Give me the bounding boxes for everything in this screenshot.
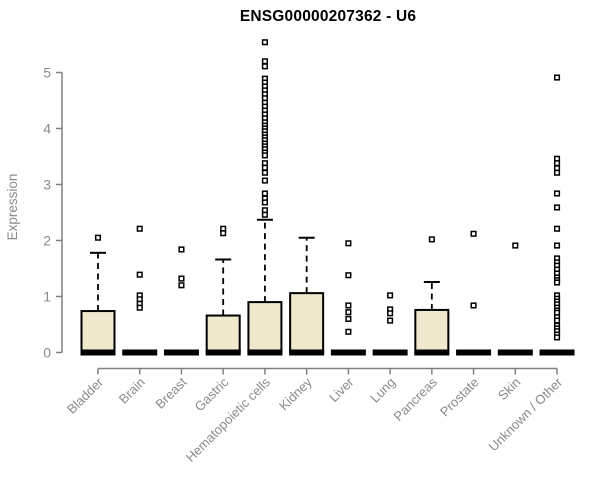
x-category-label-breast: Breast — [152, 374, 189, 411]
outlier-point — [512, 242, 519, 249]
y-tick-label: 3 — [43, 177, 51, 193]
median-bar — [122, 349, 158, 356]
outlier-point — [553, 242, 561, 249]
outlier-point — [428, 236, 435, 243]
outlier-point — [94, 234, 102, 241]
boxplot-kidney — [289, 236, 325, 356]
boxplot-hematopoietic-cells — [247, 39, 283, 356]
outlier-point — [220, 230, 227, 237]
outlier-point — [136, 225, 143, 232]
outlier-point — [553, 204, 561, 211]
outlier-point — [387, 310, 394, 317]
x-category-label-kidney: Kidney — [276, 374, 315, 413]
y-tick-label: 1 — [43, 289, 51, 305]
outlier-point — [345, 302, 352, 309]
x-category-label-bladder: Bladder — [64, 374, 107, 417]
boxplot-gastric — [205, 225, 241, 356]
outlier-point — [178, 246, 185, 253]
median-bar — [456, 349, 492, 356]
boxplot-lung — [372, 292, 408, 356]
boxplot-pancreas — [414, 236, 450, 356]
outlier-point — [553, 74, 561, 81]
outlier-point — [553, 279, 561, 286]
median-bar — [497, 349, 533, 356]
chart-title: ENSG00000207362 - U6 — [239, 8, 417, 25]
x-category-label-pancreas: Pancreas — [391, 374, 441, 424]
boxplot-brain — [122, 225, 158, 356]
outlier-point — [345, 309, 352, 316]
outlier-point — [553, 169, 561, 176]
iqr-box — [205, 314, 241, 354]
outlier-point — [261, 58, 268, 65]
median-bar — [330, 349, 366, 356]
outlier-point — [261, 152, 268, 159]
outlier-point — [553, 317, 561, 324]
median-bar — [372, 349, 408, 356]
boxplot-liver — [330, 240, 366, 356]
outlier-point — [261, 169, 268, 176]
median-bar — [289, 349, 325, 356]
boxplot-prostate — [456, 230, 492, 356]
outlier-point — [136, 271, 143, 278]
iqr-box — [247, 301, 283, 354]
outlier-point — [553, 160, 561, 167]
median-bar — [163, 349, 199, 356]
x-category-label-skin: Skin — [495, 375, 523, 403]
outlier-point — [387, 317, 394, 324]
y-tick-label: 2 — [43, 233, 51, 249]
outlier-point — [261, 63, 268, 70]
boxplot-bladder — [80, 234, 116, 356]
y-tick-label: 0 — [43, 345, 51, 361]
median-bar — [539, 349, 575, 356]
median-bar — [414, 349, 450, 356]
outlier-point — [178, 282, 185, 289]
x-category-label-prostate: Prostate — [437, 375, 482, 420]
boxplot-unknown-other — [539, 74, 575, 356]
x-category-label-liver: Liver — [326, 374, 357, 405]
outlier-point — [178, 275, 185, 282]
outlier-point — [553, 190, 561, 197]
outlier-point — [470, 302, 477, 309]
outlier-point — [553, 334, 561, 341]
outlier-point — [345, 328, 352, 335]
median-bar — [205, 349, 241, 356]
outlier-point — [261, 177, 268, 184]
outlier-point — [261, 211, 268, 218]
outlier-point — [261, 164, 268, 171]
iqr-box — [289, 292, 325, 354]
x-category-label-brain: Brain — [116, 375, 148, 407]
iqr-box — [414, 308, 450, 354]
iqr-box — [80, 310, 116, 354]
median-bar — [80, 349, 116, 356]
boxplot-skin — [497, 242, 533, 356]
median-bar — [247, 349, 283, 356]
y-tick-label: 5 — [43, 65, 51, 81]
boxplot-breast — [163, 246, 199, 356]
outlier-point — [345, 315, 352, 322]
outlier-point — [387, 292, 394, 299]
outlier-point — [261, 39, 268, 46]
outlier-point — [261, 190, 268, 197]
outlier-point — [553, 225, 561, 232]
outlier-point — [261, 199, 268, 206]
x-category-label-gastric: Gastric — [192, 374, 232, 414]
x-category-label-unknown-other: Unknown / Other — [486, 374, 566, 454]
x-category-label-lung: Lung — [367, 375, 398, 406]
y-tick-label: 4 — [43, 121, 51, 137]
outlier-point — [136, 304, 143, 311]
outlier-point — [345, 240, 352, 247]
outlier-point — [470, 230, 477, 237]
outlier-point — [345, 272, 352, 279]
